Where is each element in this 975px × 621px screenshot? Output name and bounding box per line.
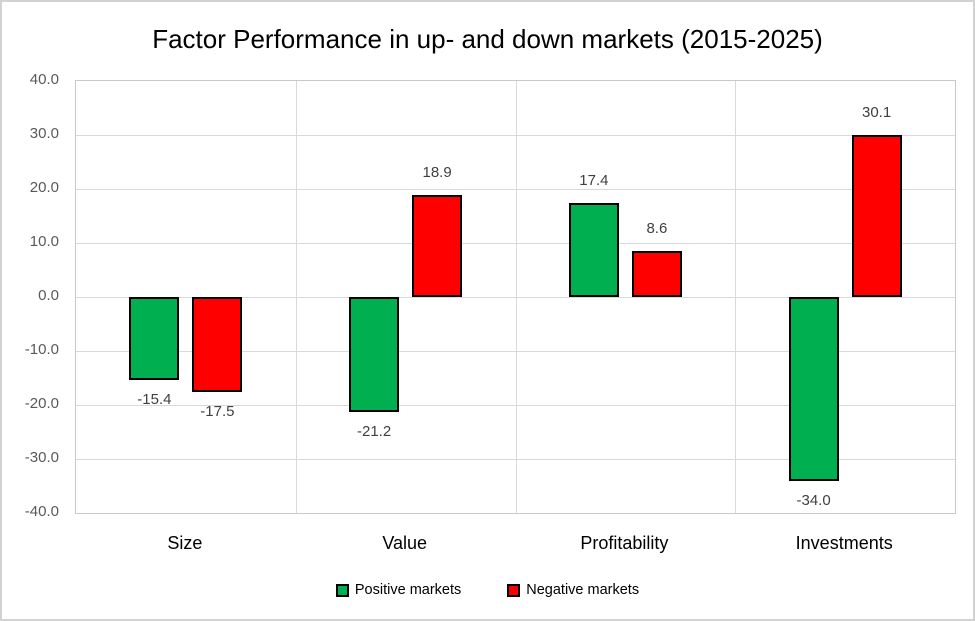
gridline-h [76, 351, 955, 352]
bar-negative-markets-value [412, 194, 463, 297]
data-label: 30.1 [861, 103, 892, 121]
y-axis-tick-label: 40.0 [29, 71, 59, 88]
y-axis-tick-label: 0.0 [38, 287, 59, 304]
y-axis-tick-label: -40.0 [24, 503, 59, 520]
bar-positive-markets-value [349, 297, 400, 412]
gridline-v [516, 81, 517, 513]
gridline-v [735, 81, 736, 513]
legend-label: Positive markets [354, 582, 462, 598]
legend-swatch-positive-markets [335, 583, 349, 597]
legend-label: Negative markets [526, 582, 640, 598]
bar-negative-markets-investments [851, 134, 902, 297]
y-axis-tick-label: 30.0 [29, 125, 59, 142]
gridline-h [76, 189, 955, 190]
x-axis-category-label-value: Value [382, 533, 428, 553]
data-label: -21.2 [356, 422, 392, 440]
gridline-h [76, 459, 955, 460]
bar-positive-markets-size [129, 297, 180, 381]
bar-negative-markets-profitability [631, 250, 682, 297]
bar-positive-markets-profitability [568, 203, 619, 297]
data-label: -15.4 [137, 391, 172, 409]
y-axis-tick-label: -10.0 [24, 341, 59, 358]
gridline-h [76, 405, 955, 406]
plot-area: -15.4 -21.2 17.4 -34.0 -17.5 18.9 8.6 30.1 [75, 80, 956, 514]
y-axis-tick-label: 10.0 [29, 233, 59, 250]
x-axis-category-label-investments: Investments [795, 533, 893, 553]
legend: Positive markets Negative markets [2, 581, 973, 599]
legend-item-positive-markets: Positive markets [335, 581, 462, 599]
y-axis-tick-label: -20.0 [24, 395, 59, 412]
bar-positive-markets-investments [788, 297, 839, 481]
data-label: -34.0 [796, 491, 831, 509]
gridline-h [76, 243, 955, 244]
y-axis-tick-label: 20.0 [29, 179, 59, 196]
legend-item-negative-markets: Negative markets [507, 581, 639, 599]
bar-negative-markets-size [192, 297, 243, 392]
data-label: 8.6 [646, 219, 668, 237]
x-axis-category-label-size: Size [167, 533, 203, 553]
data-label: 18.9 [422, 163, 452, 181]
data-label: 17.4 [579, 172, 609, 189]
gridline-h [76, 297, 955, 298]
x-axis-category-label-profitability: Profitability [580, 533, 669, 553]
gridline-h [76, 135, 955, 136]
legend-swatch-negative-markets [507, 583, 521, 597]
chart-title: Factor Performance in up- and down marke… [152, 24, 823, 54]
gridline-v [296, 81, 297, 513]
y-axis-tick-label: -30.0 [24, 449, 59, 466]
data-label: -17.5 [200, 402, 235, 420]
